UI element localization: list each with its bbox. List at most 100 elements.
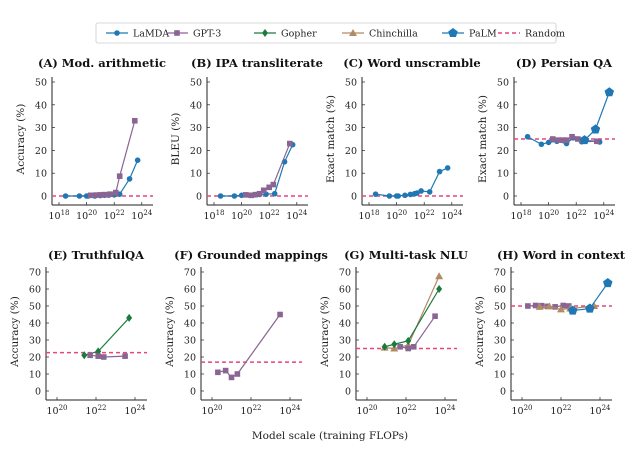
y-tick-label: 50 — [184, 302, 196, 313]
legend-marker-square — [174, 30, 180, 36]
y-tick-label: 0 — [41, 192, 47, 203]
y-tick-label: 40 — [497, 100, 509, 111]
panel-title: (D) Persian QA — [516, 56, 613, 70]
y-tick-label: 30 — [497, 123, 509, 134]
y-tick-label: 20 — [29, 353, 41, 364]
y-tick-label: 40 — [35, 100, 47, 111]
tick-base: 10 — [386, 211, 398, 222]
tick-base: 10 — [104, 211, 116, 222]
y-axis-label: Accuracy (%) — [15, 104, 27, 176]
y-tick-label: 20 — [190, 146, 202, 157]
data-point — [567, 305, 578, 315]
series-palm — [579, 87, 615, 145]
data-point — [432, 313, 438, 319]
data-point — [126, 313, 133, 322]
tick-base: 10 — [48, 211, 60, 222]
data-point — [76, 193, 83, 199]
data-point — [372, 191, 379, 197]
x-tick-label: 1024 — [286, 209, 308, 222]
x-tick-label: 1018 — [203, 209, 224, 222]
y-tick-label: 30 — [35, 123, 47, 134]
series-line — [65, 159, 139, 197]
y-tick-label: 10 — [35, 169, 47, 180]
series-line — [84, 317, 130, 356]
data-point — [436, 285, 443, 293]
data-point — [270, 181, 277, 188]
tick-exponent: 18 — [216, 209, 225, 217]
y-tick-label: 70 — [184, 268, 196, 279]
tick-exponent: 22 — [408, 404, 417, 412]
y-tick-label: 0 — [196, 192, 202, 203]
data-point — [391, 340, 398, 349]
tick-exponent: 22 — [578, 209, 587, 217]
panel-title: (H) Word in context — [497, 248, 626, 262]
data-point — [538, 141, 545, 148]
x-axis-label: Model scale (training FLOPs) — [252, 430, 408, 442]
tick-exponent: 18 — [523, 209, 532, 217]
data-point — [405, 345, 412, 352]
data-point — [95, 353, 102, 359]
data-point — [101, 191, 108, 198]
y-axis-label: Exact match (%) — [477, 95, 489, 183]
data-point — [418, 188, 424, 194]
tick-exponent: 18 — [61, 209, 70, 217]
legend-label: GPT-3 — [193, 29, 221, 40]
tick-base: 10 — [589, 406, 601, 417]
data-point — [252, 191, 259, 198]
tick-exponent: 20 — [369, 404, 378, 412]
tick-exponent: 20 — [398, 209, 407, 217]
y-tick-label: 10 — [345, 169, 357, 180]
legend-marker-pentagon — [448, 28, 458, 38]
x-tick-label: 1020 — [46, 404, 67, 417]
tick-base: 10 — [414, 211, 426, 222]
data-point — [444, 165, 451, 171]
y-tick-label: 40 — [494, 319, 506, 330]
x-tick-label: 1024 — [131, 209, 153, 222]
legend-item-gpt-3: GPT-3 — [166, 29, 221, 40]
tick-exponent: 24 — [447, 404, 456, 412]
y-axis-label: Accuracy (%) — [164, 296, 176, 368]
y-tick-label: 10 — [494, 370, 506, 381]
legend-label: PaLM — [469, 29, 497, 40]
x-tick-label: 1022 — [104, 209, 125, 222]
data-point — [122, 353, 128, 359]
tick-exponent: 24 — [453, 209, 462, 217]
tick-base: 10 — [434, 406, 446, 417]
data-point — [549, 136, 556, 142]
y-tick-label: 30 — [345, 123, 357, 134]
data-point — [386, 193, 393, 199]
legend-item-lamda: LaMDA — [106, 29, 169, 40]
tick-base: 10 — [76, 211, 88, 222]
x-tick-label: 1022 — [550, 404, 571, 417]
y-tick-label: 20 — [497, 146, 509, 157]
y-tick-label: 40 — [339, 319, 351, 330]
series-lamda — [217, 141, 296, 199]
data-point — [535, 302, 544, 310]
y-tick-label: 0 — [345, 387, 351, 398]
data-point — [426, 189, 433, 195]
y-tick-label: 50 — [35, 78, 47, 89]
data-point — [410, 344, 417, 350]
legend-label: Gopher — [281, 29, 317, 40]
tick-base: 10 — [593, 211, 605, 222]
data-point — [414, 190, 420, 196]
tick-base: 10 — [356, 406, 368, 417]
data-point — [222, 367, 229, 374]
data-point — [116, 173, 123, 179]
x-tick-label: 1018 — [510, 209, 531, 222]
x-tick-label: 1022 — [240, 404, 261, 417]
y-tick-label: 60 — [339, 285, 351, 296]
y-axis-label: BLEU (%) — [170, 113, 182, 166]
y-tick-label: 50 — [29, 302, 41, 313]
y-tick-label: 20 — [494, 353, 506, 364]
data-point — [100, 354, 107, 360]
data-point — [277, 311, 283, 318]
x-tick-label: 1020 — [231, 209, 252, 222]
y-axis-label: Accuracy (%) — [319, 296, 331, 368]
data-point — [231, 193, 238, 199]
legend-marker-diamond — [262, 29, 268, 37]
y-tick-label: 10 — [190, 169, 202, 180]
